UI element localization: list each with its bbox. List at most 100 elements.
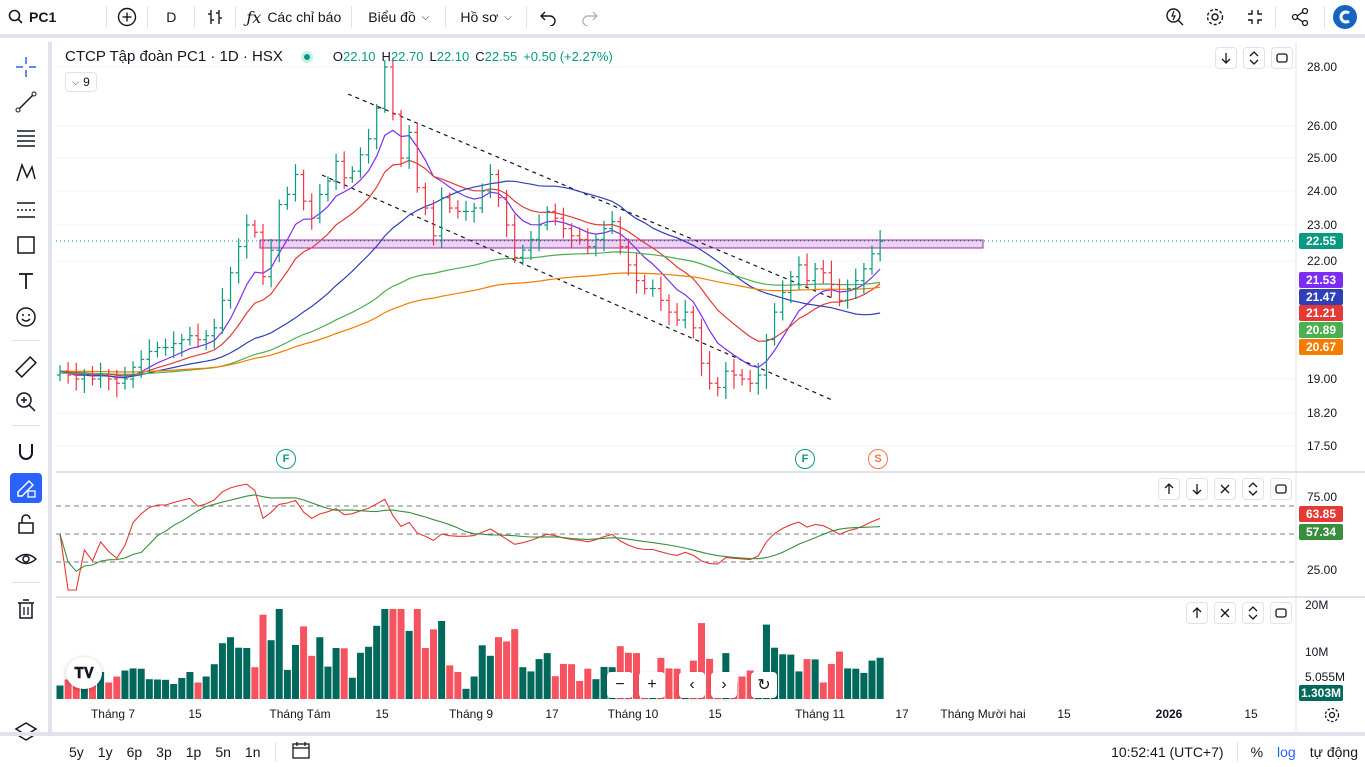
horizontal-lines-icon bbox=[17, 130, 35, 147]
close-pane-button[interactable] bbox=[1214, 478, 1236, 500]
magnet-tool[interactable] bbox=[10, 437, 42, 467]
range-button-1n[interactable]: 1n bbox=[244, 743, 261, 760]
price-bar bbox=[357, 147, 364, 179]
range-button-5y[interactable]: 5y bbox=[69, 743, 84, 760]
fib-tool[interactable] bbox=[10, 123, 42, 153]
chart-type-button[interactable] bbox=[195, 0, 235, 36]
price-bar bbox=[666, 294, 672, 326]
divider bbox=[12, 340, 40, 341]
forecast-tool[interactable] bbox=[10, 195, 42, 225]
auto-scale-toggle[interactable]: tự động bbox=[1309, 743, 1358, 760]
fullscreen-button[interactable] bbox=[1235, 0, 1275, 36]
profile-menu-button[interactable]: Hồ sơ ⌵ bbox=[446, 0, 526, 36]
price-bar bbox=[454, 200, 461, 219]
zoom-out-button[interactable]: − bbox=[607, 672, 633, 698]
price-bar bbox=[235, 238, 242, 284]
price-bar bbox=[536, 214, 543, 252]
range-button-3p[interactable]: 3p bbox=[156, 743, 172, 760]
volume-bar bbox=[819, 682, 827, 699]
compare-symbol-button[interactable] bbox=[107, 0, 147, 36]
hide-drawings-tool[interactable] bbox=[10, 544, 42, 574]
price-bar bbox=[381, 60, 388, 113]
indicators-button[interactable]: ƒx Các chỉ báo bbox=[236, 0, 351, 36]
pane-settings-button[interactable] bbox=[1271, 47, 1293, 69]
price-bar bbox=[195, 323, 202, 348]
zoom-in-button[interactable]: + bbox=[639, 672, 665, 698]
resistance-zone[interactable] bbox=[259, 239, 984, 249]
trendline-tool[interactable] bbox=[10, 87, 42, 117]
indicators-collapse-button[interactable]: ⌵ 9 bbox=[65, 72, 97, 92]
settings-button[interactable] bbox=[1195, 0, 1235, 36]
price-bar bbox=[852, 268, 859, 300]
price-bar bbox=[706, 351, 713, 390]
interval-button[interactable]: D bbox=[166, 9, 177, 25]
remove-drawings-tool[interactable] bbox=[10, 594, 42, 624]
time-axis-settings-button[interactable] bbox=[1323, 706, 1341, 727]
percent-scale-toggle[interactable]: % bbox=[1250, 743, 1264, 760]
close-pane-button[interactable] bbox=[1214, 602, 1236, 624]
maximize-pane-button[interactable] bbox=[1243, 47, 1265, 69]
volume-bar bbox=[365, 646, 373, 699]
scroll-right-button[interactable]: › bbox=[711, 672, 737, 698]
quick-search-button[interactable] bbox=[1155, 0, 1195, 36]
function-icon: ƒx bbox=[246, 7, 262, 27]
time-axis-label: Tháng 7 bbox=[90, 707, 136, 721]
reset-chart-button[interactable]: ↻ bbox=[751, 672, 777, 698]
scroll-left-button[interactable]: ‹ bbox=[679, 672, 705, 698]
split-marker[interactable]: S bbox=[868, 449, 888, 469]
range-button-5n[interactable]: 5n bbox=[215, 743, 231, 760]
symbol-title[interactable]: CTCP Tập đoàn PC1 · 1D · HSX bbox=[65, 48, 283, 65]
move-pane-down-button[interactable] bbox=[1215, 47, 1237, 69]
range-button-1y[interactable]: 1y bbox=[97, 743, 113, 760]
emoji-tool[interactable] bbox=[10, 302, 42, 332]
shape-tool[interactable] bbox=[10, 230, 42, 260]
zoom-tool[interactable] bbox=[10, 387, 42, 417]
timezone-clock[interactable]: 10:52:41 (UTC+7) bbox=[1111, 743, 1224, 760]
indicators-label: Các chỉ báo bbox=[267, 9, 342, 25]
price-bar bbox=[592, 234, 599, 257]
move-pane-up-button[interactable] bbox=[1186, 602, 1208, 624]
share-button[interactable] bbox=[1276, 0, 1324, 36]
move-pane-down-button[interactable] bbox=[1186, 478, 1208, 500]
move-pane-up-button[interactable] bbox=[1158, 478, 1180, 500]
pane-settings-button[interactable] bbox=[1270, 478, 1292, 500]
crosshair-tool[interactable] bbox=[10, 52, 42, 82]
financial-marker[interactable]: F bbox=[795, 449, 815, 469]
log-scale-toggle[interactable]: log bbox=[1277, 743, 1296, 760]
change-value: +0.50 (+2.27%) bbox=[523, 49, 613, 64]
range-button-6p[interactable]: 6p bbox=[126, 743, 143, 760]
time-axis-label: Tháng 10 bbox=[607, 707, 659, 721]
undo-button[interactable] bbox=[527, 0, 569, 36]
volume-bar bbox=[438, 621, 446, 699]
financial-marker[interactable]: F bbox=[276, 449, 296, 469]
text-tool[interactable] bbox=[10, 266, 42, 296]
channel-upper-line[interactable] bbox=[347, 93, 833, 299]
measure-tool[interactable] bbox=[10, 352, 42, 382]
price-bar bbox=[292, 164, 299, 202]
redo-button[interactable] bbox=[569, 0, 611, 36]
price-bar bbox=[178, 333, 185, 357]
symbol-search[interactable]: PC1 bbox=[0, 0, 66, 36]
date-range-button[interactable] bbox=[284, 741, 318, 762]
maximize-pane-button[interactable] bbox=[1242, 478, 1264, 500]
lock-drawing-tool[interactable] bbox=[10, 473, 42, 503]
range-button-1p[interactable]: 1p bbox=[185, 743, 202, 760]
gear-icon bbox=[1324, 707, 1340, 723]
pane-settings-button[interactable] bbox=[1270, 602, 1292, 624]
volume-bar bbox=[194, 682, 202, 699]
ma-line-orange bbox=[59, 272, 881, 373]
tv-logo-icon: 𝐓𝐕 bbox=[74, 664, 94, 682]
volume-bar bbox=[324, 666, 332, 699]
price-bar bbox=[714, 377, 721, 397]
tradingview-logo[interactable]: 𝐓𝐕 bbox=[66, 657, 102, 689]
chart-menu-button[interactable]: Biểu đồ ⌵ bbox=[352, 0, 445, 36]
pattern-tool[interactable] bbox=[10, 158, 42, 188]
price-bar bbox=[349, 166, 356, 183]
maximize-pane-button[interactable] bbox=[1242, 602, 1264, 624]
time-axis-label: 15 bbox=[375, 707, 389, 721]
channel-lower-line[interactable] bbox=[321, 174, 833, 401]
lock-all-tool[interactable] bbox=[10, 509, 42, 539]
price-bar bbox=[779, 280, 786, 321]
price-tag: 20.67 bbox=[1299, 339, 1343, 355]
